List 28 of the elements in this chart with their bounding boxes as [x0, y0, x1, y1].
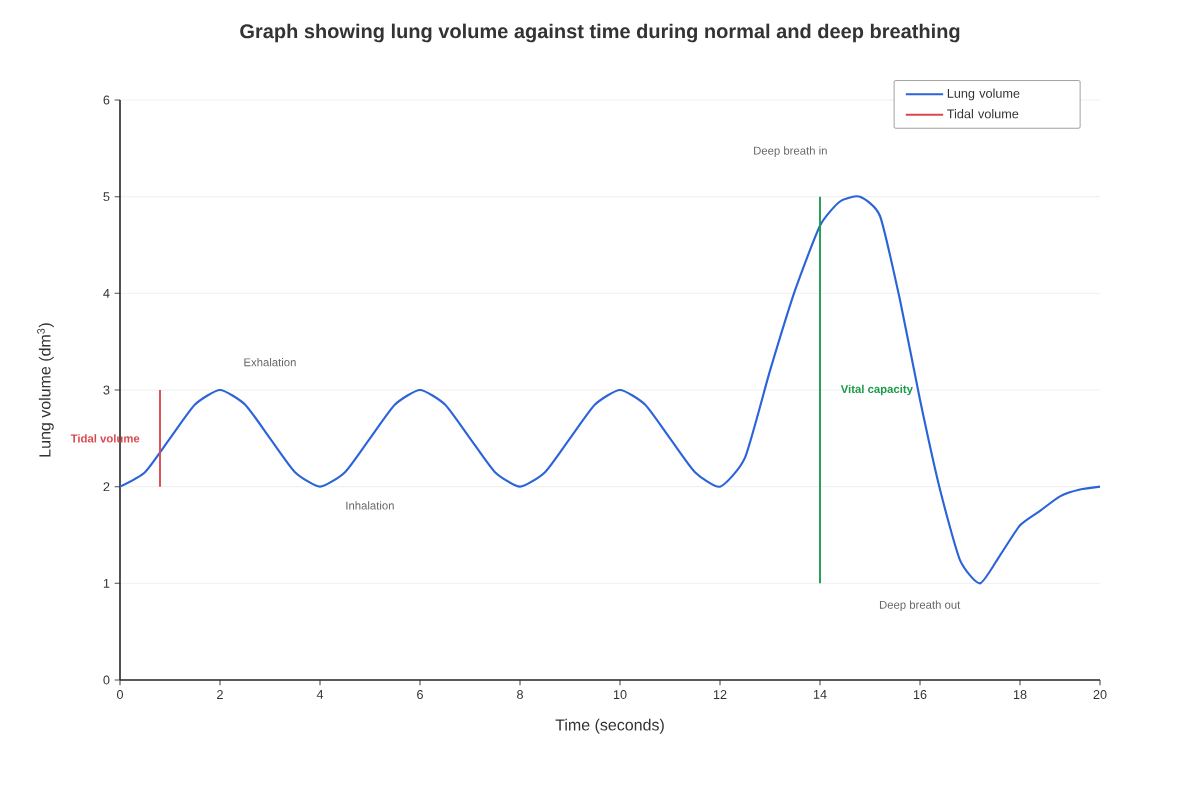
x-axis-title: Time (seconds) — [555, 718, 664, 734]
x-tick-label: 20 — [1093, 690, 1107, 700]
annotation: Exhalation — [244, 357, 296, 367]
annotation: Vital capacity — [840, 384, 913, 396]
x-tick-label: 16 — [913, 690, 927, 700]
y-tick-label: 2 — [103, 482, 110, 492]
x-tick-label: 8 — [517, 690, 523, 700]
annotation: Deep breath out — [879, 600, 961, 612]
x-tick-label: 6 — [417, 690, 423, 700]
y-tick-label: 3 — [103, 385, 110, 395]
y-tick-label: 1 — [103, 578, 110, 588]
y-axis-title: Lung volume (dm$^{3}$) — [37, 323, 54, 457]
x-tick-label: 4 — [316, 690, 324, 699]
x-tick-label: 10 — [613, 690, 627, 700]
legend-label: Lung volume — [947, 88, 1020, 101]
y-tick-label: 5 — [103, 192, 110, 202]
annotation: Inhalation — [346, 501, 394, 510]
x-tick-label: 12 — [713, 690, 727, 699]
x-tick-label: 0 — [116, 690, 124, 700]
annotation: Deep breath in — [754, 146, 827, 157]
x-tick-label: 18 — [1013, 690, 1027, 700]
y-tick-label: 6 — [103, 95, 110, 105]
y-tick-label: 0 — [103, 675, 110, 685]
x-tick-label: 2 — [217, 690, 223, 699]
chart-title: Graph showing lung volume against time during normal and deep breathing — [240, 23, 960, 43]
x-tick-label: 14 — [813, 690, 827, 699]
legend-label: Tidal volume — [947, 109, 1019, 119]
y-tick-label: 4 — [103, 288, 110, 298]
